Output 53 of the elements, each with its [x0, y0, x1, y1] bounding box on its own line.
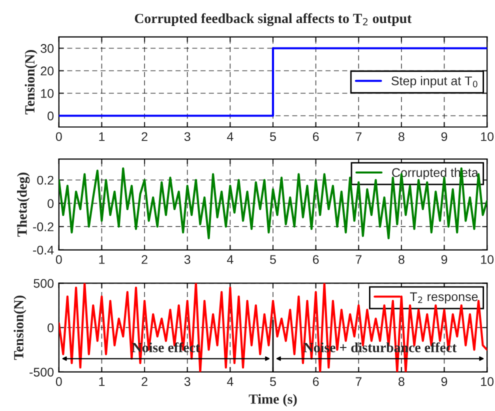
- x-tick-label: 3: [184, 377, 190, 386]
- x-tick-label: 1: [99, 255, 105, 264]
- x-tick-label: 9: [441, 132, 448, 142]
- x-tick-label: 1: [99, 132, 105, 141]
- x-tick-label: 5: [270, 377, 276, 386]
- y-tick-label: 0.2: [37, 176, 54, 185]
- x-tick-label: 4: [226, 377, 234, 386]
- x-tick-label: 7: [356, 132, 362, 141]
- chart-title: Corrupted feedback signal affects to T$_{2}$ output: [134, 13, 412, 26]
- y-axis-title: Tension(N): [14, 296, 26, 360]
- x-tick-label: 10: [481, 255, 494, 264]
- x-tick-label: 10: [481, 377, 494, 386]
- x-tick-label: 0: [56, 255, 62, 264]
- y-tick-label: 0: [48, 323, 54, 332]
- y-tick-label: 500: [34, 278, 54, 288]
- y-tick-label: 20: [40, 66, 54, 76]
- x-tick-label: 4: [226, 255, 234, 264]
- x-tick-label: 1: [99, 377, 105, 386]
- y-tick-label: 30: [40, 44, 54, 53]
- x-tick-label: 5: [270, 255, 276, 264]
- x-tick-label: 3: [184, 255, 190, 264]
- x-tick-label: 3: [184, 132, 190, 142]
- y-axis-title: Tension(N): [24, 50, 38, 114]
- line-series: [58, 283, 488, 372]
- x-tick-label: 9: [441, 377, 448, 386]
- x-tick-label: 6: [312, 255, 319, 264]
- x-tick-label: 7: [356, 255, 362, 264]
- x-tick-label: 5: [270, 132, 276, 142]
- legend-label: T$_{2}$ response: [410, 292, 478, 304]
- x-tick-label: 8: [398, 377, 404, 386]
- y-tick-label: 0: [48, 199, 54, 208]
- x-tick-label: 8: [398, 132, 404, 142]
- y-tick-label: -0.2: [33, 222, 54, 232]
- y-tick-label: 10: [41, 89, 54, 98]
- y-tick-label: -500: [30, 368, 54, 377]
- y-axis-title: Theta(deg): [17, 172, 30, 237]
- x-axis-title: Time (s): [248, 394, 297, 407]
- x-tick-label: 6: [312, 377, 319, 386]
- x-tick-label: 6: [312, 132, 319, 142]
- x-tick-label: 9: [441, 255, 448, 264]
- x-tick-label: 2: [142, 255, 148, 264]
- x-tick-label: 10: [481, 132, 494, 142]
- y-tick-label: 0: [48, 112, 54, 120]
- x-tick-label: 7: [356, 377, 362, 386]
- x-tick-label: 0: [56, 132, 62, 142]
- y-tick-label: -0.4: [33, 246, 54, 255]
- x-tick-label: 2: [142, 132, 148, 141]
- x-tick-label: 4: [226, 132, 234, 141]
- x-tick-label: 8: [398, 255, 404, 264]
- line-series: [58, 167, 488, 240]
- x-tick-label: 2: [142, 377, 148, 386]
- legend-label: Step input at T$_{0}$: [392, 76, 478, 88]
- x-tick-label: 0: [56, 377, 62, 386]
